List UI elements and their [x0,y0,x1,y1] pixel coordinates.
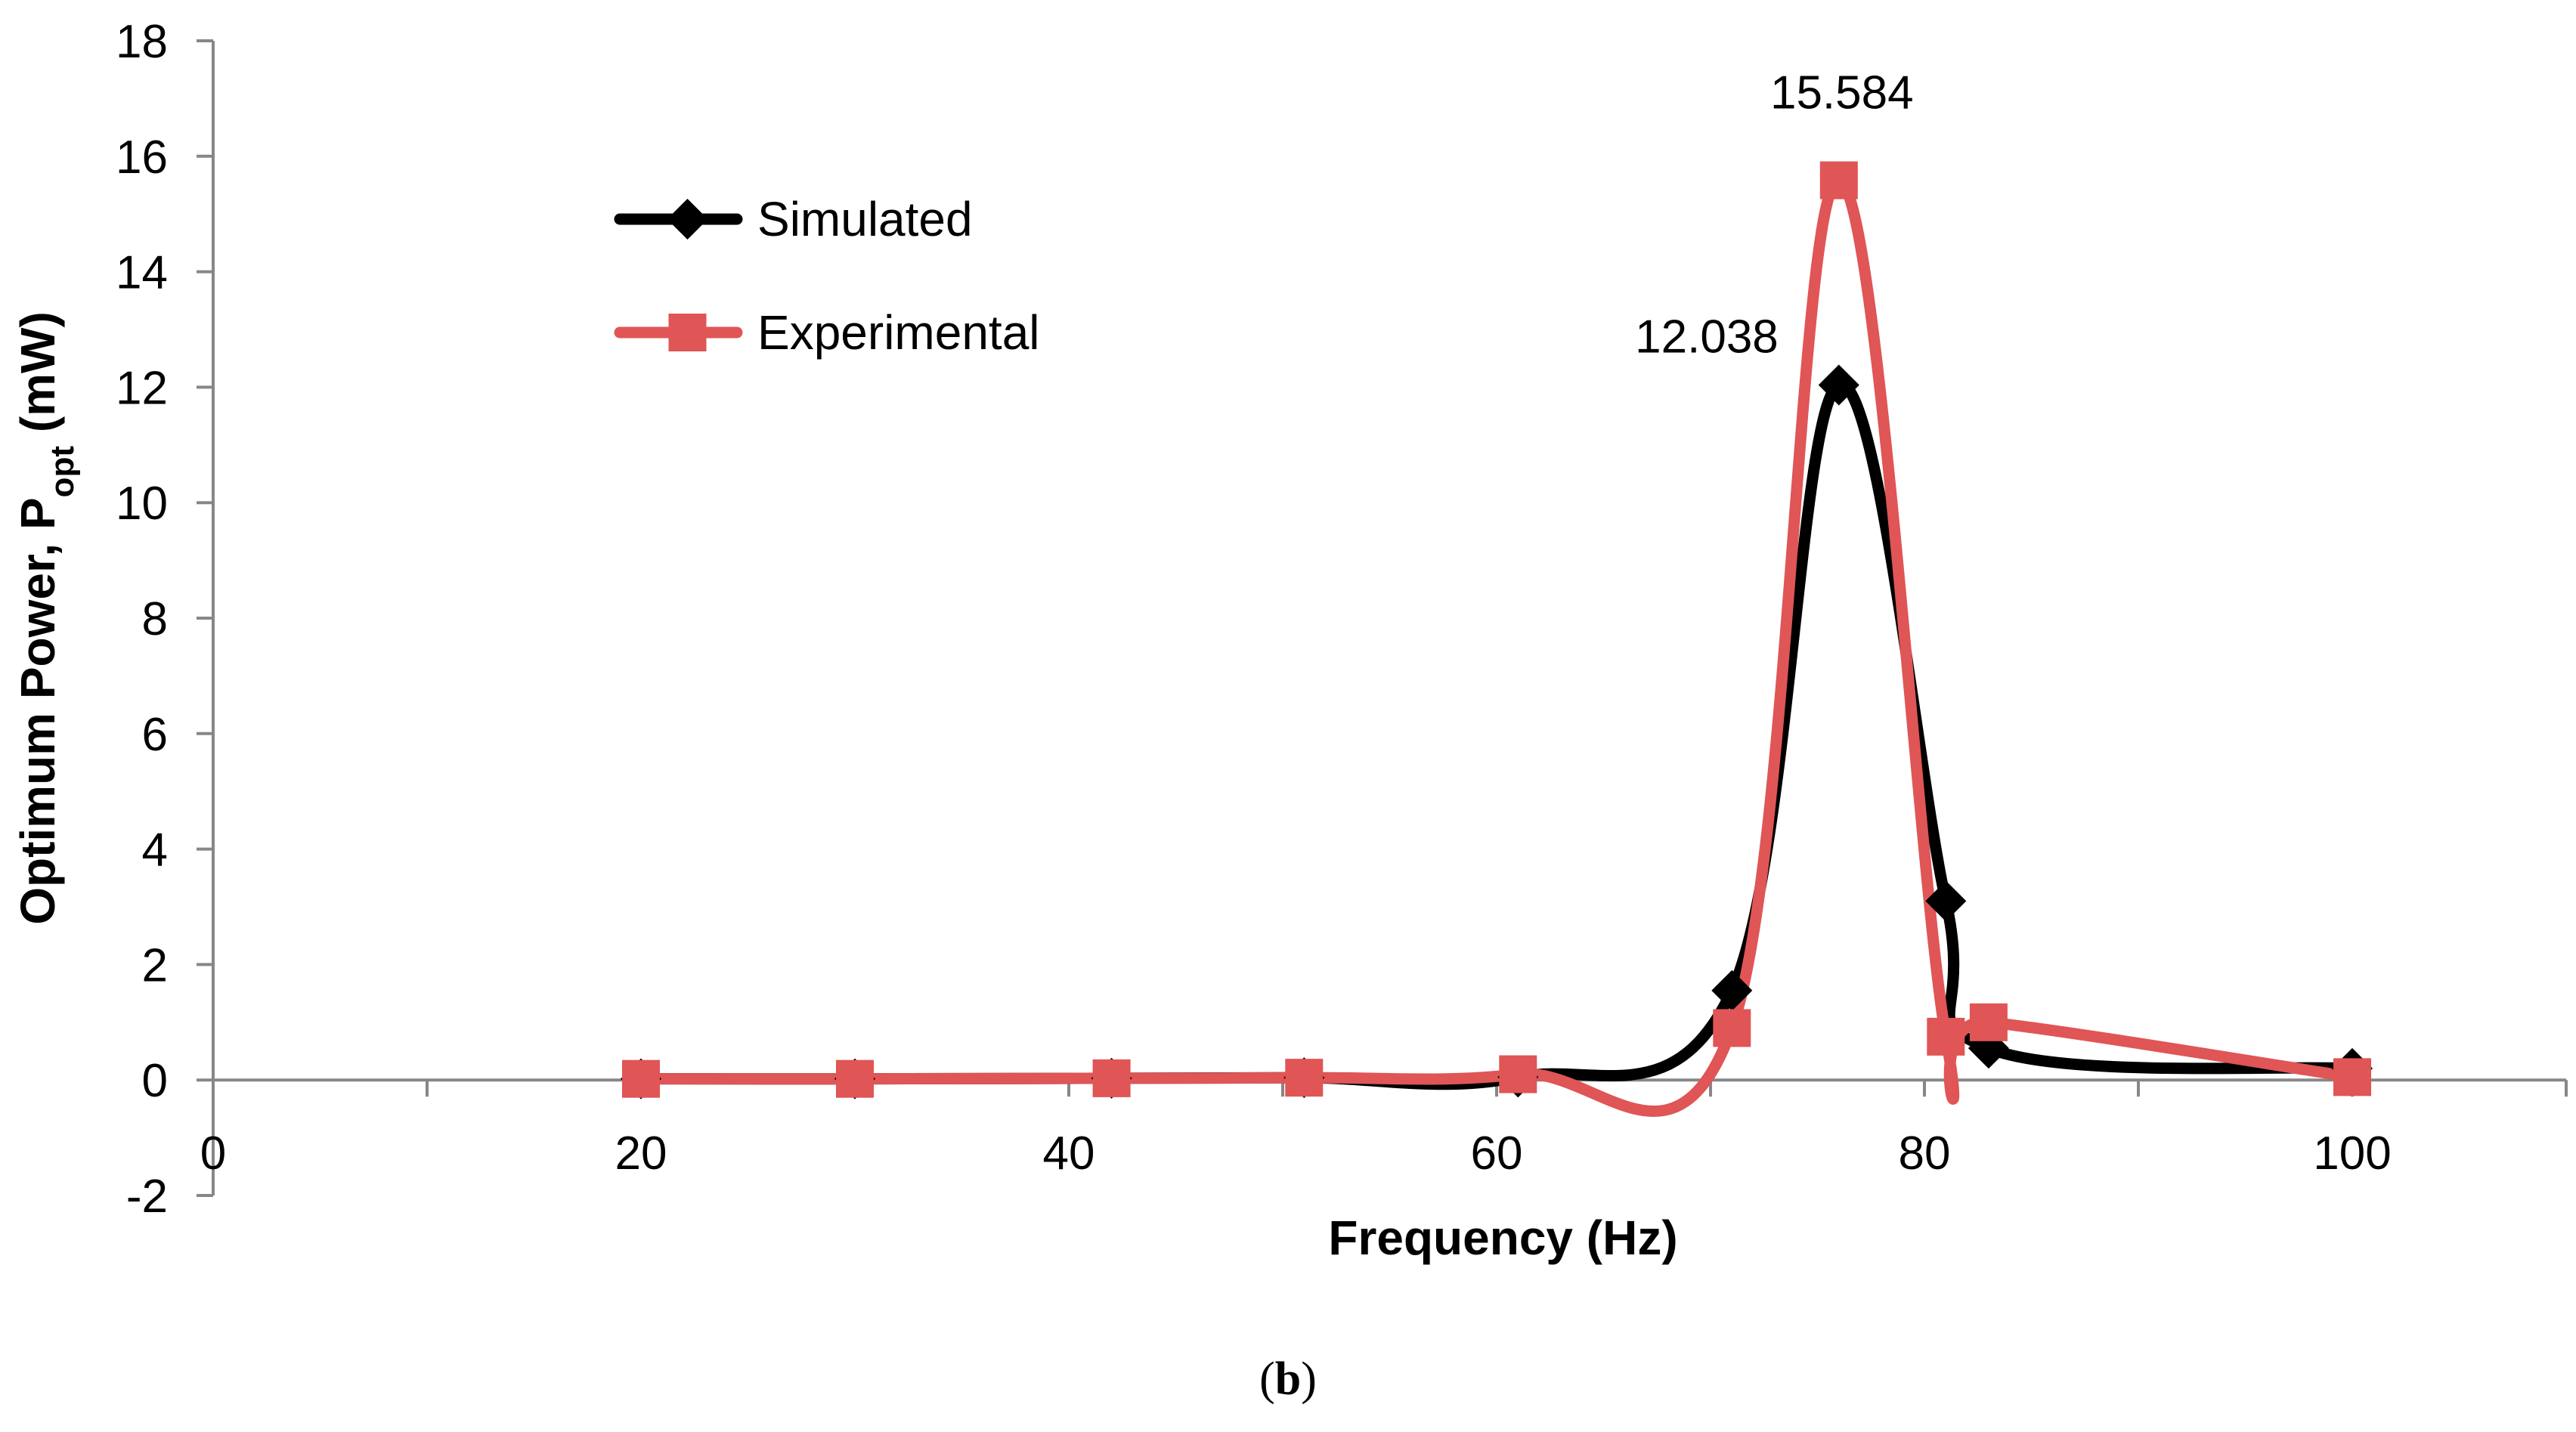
x-tick-label: 60 [1471,1127,1523,1180]
caption-close: ) [1301,1353,1317,1405]
data-point-experimental [836,1059,874,1098]
data-point-experimental [1927,1017,1965,1056]
y-tick-label: 18 [116,16,168,68]
data-label: 12.038 [1635,311,1779,363]
y-tick-label: 0 [142,1055,168,1107]
data-point-experimental [622,1059,660,1098]
y-tick-label: 10 [116,478,168,530]
y-tick-label: 6 [142,709,168,761]
y-axis-title: Optimum Power, Popt (mW) [11,311,81,925]
legend-item-experimental: Experimental [614,305,1040,360]
data-point-experimental [1713,1009,1751,1047]
x-tick-label: 20 [615,1127,667,1180]
data-label: 15.584 [1770,67,1914,119]
caption-letter: b [1274,1353,1302,1405]
figure-caption: (b) [0,1353,2576,1406]
data-point-simulated [1925,880,1967,922]
y-axis-title-unit: (mW) [11,311,65,446]
y-tick-label: -2 [126,1171,168,1223]
x-tick-label: 0 [200,1127,226,1180]
legend-swatch-marker [668,314,707,351]
series-markers [621,161,2373,1100]
series-line-simulated [635,379,2358,1090]
x-tick-label: 80 [1899,1127,1951,1180]
data-point-experimental [1285,1059,1324,1097]
y-tick-label: 2 [142,939,168,991]
y-tick-label: 12 [116,362,168,414]
y-tick-label: 14 [116,247,168,299]
data-point-experimental [1969,1003,2008,1041]
y-tick-label: 4 [142,824,168,877]
y-axis-title-main: Optimum Power, P [11,497,65,924]
y-tick-label: 16 [116,131,168,184]
axes [212,41,2566,1195]
data-point-experimental [1819,161,1858,199]
axis-titles: Frequency (Hz) Optimum Power, Popt (mW) [11,311,1678,1265]
ticks: -2 0 2 4 6 8 10 12 14 16 18 0 20 40 60 80 100 [116,16,2568,1223]
legend-label: Simulated [757,192,973,246]
x-tick-label: 40 [1043,1127,1095,1180]
legend: Simulated Experimental [614,192,1040,360]
y-axis-title-subscript: opt [44,446,81,498]
x-tick-label: 100 [2313,1127,2391,1180]
x-axis-title: Frequency (Hz) [1328,1211,1677,1265]
data-point-simulated [1818,364,1859,406]
y-tick-label: 8 [142,593,168,645]
legend-label: Experimental [757,305,1040,360]
legend-swatch-marker [667,199,708,240]
data-point-simulated [1711,970,1753,1011]
legend-item-simulated: Simulated [614,192,973,246]
annotations: 15.584 12.038 [1635,67,1913,363]
data-point-experimental [2333,1058,2371,1096]
data-point-experimental [1092,1059,1131,1097]
data-point-experimental [1499,1055,1537,1093]
caption-open: ( [1259,1353,1275,1405]
